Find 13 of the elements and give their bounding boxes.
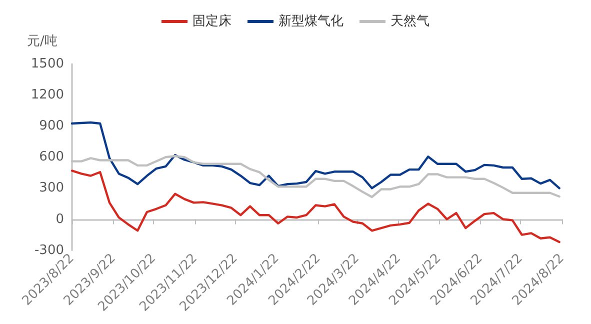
y-tick-label: 600: [39, 150, 64, 165]
y-axis-title: 元/吨: [27, 34, 58, 49]
y-tick-label: 0: [56, 212, 64, 227]
y-tick-label: 300: [39, 180, 64, 196]
line-series: [70, 121, 560, 190]
y-tick-label: 1500: [30, 56, 64, 72]
legend-label: 天然气: [390, 14, 430, 29]
line-series: [70, 170, 560, 244]
legend-label: 新型煤气化: [278, 14, 344, 29]
y-tick-label: 900: [39, 118, 64, 134]
y-tick-label: -300: [34, 242, 64, 258]
y-tick-label: 1200: [30, 88, 64, 103]
legend-label: 固定床: [192, 14, 232, 29]
